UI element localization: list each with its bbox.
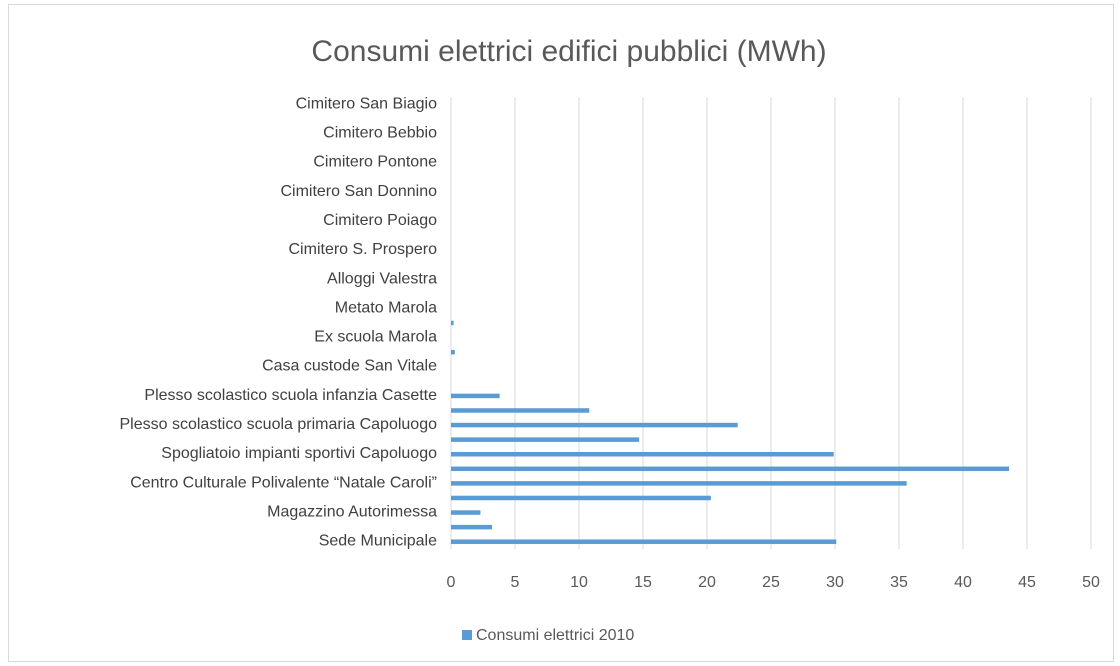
bar: [451, 539, 837, 544]
category-label: Sede Municipale: [319, 533, 437, 550]
bar: [451, 349, 455, 355]
category-label: Casa custode San Vitale: [262, 358, 437, 375]
bar: [451, 320, 454, 326]
bar: [451, 393, 500, 399]
x-tick-label: 10: [570, 574, 588, 591]
category-label: Spogliatoio impianti sportivi Capoluogo: [161, 445, 437, 462]
category-label: Cimitero S. Prospero: [289, 241, 438, 258]
x-tick-labels: 0 5 10 15 20 25 30 35 40 45 50: [447, 574, 1100, 591]
x-tick-label: 40: [954, 574, 972, 591]
x-tick-label: 0: [447, 574, 456, 591]
category-label: Cimitero San Biagio: [296, 95, 438, 112]
bar: [451, 451, 834, 457]
x-tick-label: 30: [826, 574, 844, 591]
bar: [451, 408, 590, 413]
x-tick-label: 15: [634, 574, 652, 591]
legend: Consumi elettrici 2010: [462, 627, 634, 644]
x-tick-label: 45: [1018, 574, 1036, 591]
category-label: Magazzino Autorimessa: [267, 504, 437, 521]
category-label: Ex scuola Marola: [314, 329, 437, 346]
category-label: Cimitero Bebbio: [323, 124, 437, 141]
category-label: Alloggi Valestra: [327, 270, 437, 287]
x-tick-label: 25: [762, 574, 780, 591]
grid-lines: [450, 97, 1092, 549]
chart-frame: Consumi elettrici edifici pubblici (MWh)…: [8, 4, 1114, 662]
category-label: Cimitero Poiago: [323, 212, 437, 229]
category-labels: Sede Municipale Magazzino Autorimessa Cent…: [120, 95, 438, 549]
chart-title: Consumi elettrici edifici pubblici (MWh): [311, 35, 826, 68]
bar-chart: Consumi elettrici edifici pubblici (MWh)…: [120, 35, 1101, 644]
category-label: Plesso scolastico scuola primaria Capolu…: [120, 416, 438, 433]
category-label: Centro Culturale Polivalente “Natale Car…: [130, 474, 437, 491]
legend-label: Consumi elettrici 2010: [476, 627, 634, 644]
bar: [451, 422, 738, 428]
bar: [451, 437, 640, 442]
x-tick-label: 50: [1082, 574, 1100, 591]
bar: [451, 524, 492, 530]
x-tick-label: 5: [511, 574, 520, 591]
bar: [451, 495, 711, 501]
bar: [451, 481, 907, 486]
category-label: Cimitero San Donnino: [280, 183, 437, 200]
category-label: Cimitero Pontone: [313, 154, 437, 171]
bar: [451, 510, 481, 515]
x-tick-label: 20: [698, 574, 716, 591]
bar: [451, 466, 1010, 472]
x-tick-label: 35: [890, 574, 908, 591]
category-label: Plesso scolastico scuola infanzia Casett…: [144, 387, 437, 404]
bars: [451, 320, 1010, 544]
category-label: Metato Marola: [335, 299, 437, 316]
legend-swatch: [462, 630, 472, 640]
